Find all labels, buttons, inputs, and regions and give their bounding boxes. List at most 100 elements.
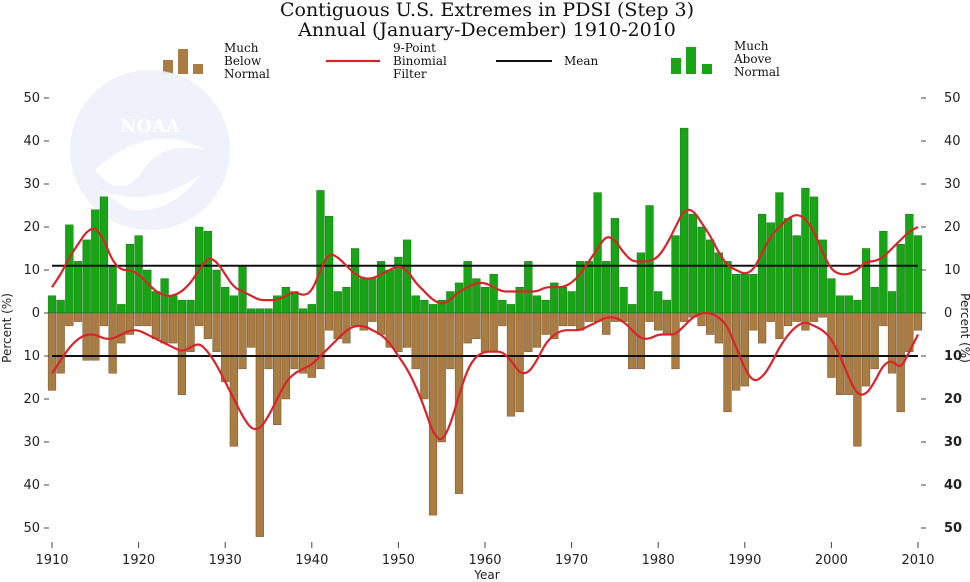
bar-above-1983 bbox=[680, 127, 689, 314]
bar-above-1912 bbox=[65, 224, 74, 314]
bar-above-1933 bbox=[247, 308, 256, 314]
x-tick-label: 1940 bbox=[295, 553, 328, 568]
filter-line-above bbox=[51, 208, 919, 305]
bar-above-1967 bbox=[541, 299, 550, 314]
bar-above-1942 bbox=[325, 216, 334, 314]
bar-below-1919 bbox=[125, 312, 135, 335]
legend-above-line1: Much bbox=[734, 39, 769, 53]
bar-below-1926 bbox=[186, 312, 195, 352]
bar-below-1954 bbox=[428, 312, 438, 516]
bar-above-1948 bbox=[376, 261, 386, 314]
noaa-logo-watermark: NOAA bbox=[70, 70, 230, 230]
y-tick-label-left: 20 bbox=[23, 220, 40, 235]
y-tick-label-left: 50 bbox=[23, 521, 40, 536]
x-tick-label: 1980 bbox=[642, 553, 675, 568]
bars bbox=[47, 127, 923, 537]
y-tick-label-right: 10 bbox=[944, 263, 961, 278]
y-tick-label-right: 40 bbox=[944, 134, 961, 149]
x-tick-label: 1960 bbox=[468, 553, 501, 568]
bar-below-1993 bbox=[766, 312, 775, 322]
bar-above-1919 bbox=[125, 243, 135, 314]
bar-below-1941 bbox=[316, 312, 325, 370]
bar-above-1943 bbox=[333, 291, 342, 314]
bar-below-2004 bbox=[861, 312, 871, 387]
bar-below-1916 bbox=[99, 312, 109, 327]
y-tick-label-left: 40 bbox=[23, 478, 40, 493]
bar-below-1972 bbox=[584, 312, 594, 322]
bar-below-2006 bbox=[879, 312, 888, 327]
bar-above-1930 bbox=[221, 287, 230, 314]
bar-above-1987 bbox=[714, 252, 723, 314]
bar-above-1940 bbox=[307, 304, 316, 314]
bar-below-1983 bbox=[680, 312, 689, 322]
bar-below-1933 bbox=[247, 312, 256, 348]
x-tick-label: 1930 bbox=[209, 553, 242, 568]
bar-above-1963 bbox=[506, 304, 516, 314]
bar-below-1959 bbox=[472, 312, 481, 339]
bar-below-1939 bbox=[299, 312, 308, 374]
noaa-watermark-text: NOAA bbox=[120, 116, 181, 137]
y-axis-label-right: Percent (%) bbox=[958, 293, 970, 363]
bar-above-1969 bbox=[558, 287, 568, 314]
y-tick-label-right: 20 bbox=[944, 220, 961, 235]
legend-filter-line3: Filter bbox=[393, 67, 427, 81]
bar-above-1960 bbox=[480, 287, 490, 314]
legend-below-line3: Normal bbox=[224, 67, 270, 81]
y-tick-label-right: 50 bbox=[944, 521, 962, 536]
bar-above-1962 bbox=[498, 299, 507, 314]
bar-above-2000 bbox=[827, 278, 836, 314]
bar-below-1921 bbox=[143, 312, 152, 327]
bar-above-1914 bbox=[82, 239, 91, 314]
bar-above-1982 bbox=[671, 235, 680, 314]
bar-above-2010 bbox=[913, 235, 923, 314]
bar-below-1911 bbox=[56, 312, 65, 374]
bar-above-1980 bbox=[654, 291, 663, 314]
bar-below-1922 bbox=[151, 312, 161, 339]
bar-below-1990 bbox=[740, 312, 749, 387]
bar-below-1994 bbox=[775, 312, 784, 339]
bar-above-2002 bbox=[844, 295, 853, 314]
bar-below-1989 bbox=[732, 312, 741, 391]
x-tick-label: 1990 bbox=[728, 553, 761, 568]
bar-below-1931 bbox=[229, 312, 238, 447]
chart-subtitle: Annual (January-December) 1910-2010 bbox=[297, 19, 676, 41]
bar-below-1956 bbox=[446, 312, 455, 370]
bar-above-1929 bbox=[212, 269, 221, 314]
bar-below-1965 bbox=[524, 312, 533, 352]
bar-below-1968 bbox=[550, 312, 559, 339]
bar-below-1949 bbox=[385, 312, 394, 348]
y-tick-label-left: 30 bbox=[23, 435, 40, 450]
bar-below-1977 bbox=[628, 312, 637, 370]
bar-below-2003 bbox=[853, 312, 862, 447]
y-tick-label-left: 10 bbox=[23, 263, 40, 278]
y-tick-label-right: 20 bbox=[944, 392, 962, 407]
bar-above-2001 bbox=[835, 295, 845, 314]
bar-above-1988 bbox=[723, 261, 732, 314]
bar-above-1984 bbox=[688, 213, 697, 314]
bar-below-2005 bbox=[870, 312, 879, 370]
x-tick-label: 1950 bbox=[382, 553, 415, 568]
legend-above-icon bbox=[671, 47, 712, 74]
legend-below-line2: Below bbox=[224, 54, 262, 68]
bar-above-1997 bbox=[801, 188, 810, 314]
bar-above-1994 bbox=[775, 192, 784, 314]
bar-below-1982 bbox=[671, 312, 680, 370]
bar-below-1938 bbox=[290, 312, 299, 370]
bar-below-1978 bbox=[636, 312, 645, 370]
bar-above-1976 bbox=[619, 287, 628, 314]
legend-mean-label: Mean bbox=[564, 54, 599, 68]
bar-above-1939 bbox=[299, 308, 308, 314]
bar-above-1937 bbox=[281, 287, 290, 314]
bar-below-1992 bbox=[758, 312, 767, 344]
bar-below-1974 bbox=[602, 312, 611, 335]
y-tick-label-right: 50 bbox=[944, 91, 961, 106]
bar-above-1985 bbox=[697, 226, 706, 314]
y-tick-label-left: 30 bbox=[23, 177, 40, 192]
bar-above-2004 bbox=[861, 248, 871, 314]
bar-above-1992 bbox=[758, 213, 767, 314]
bar-below-1999 bbox=[818, 312, 827, 318]
y-tick-label-right: 40 bbox=[944, 478, 962, 493]
y-tick-label-left: 0 bbox=[32, 306, 40, 321]
bar-below-1996 bbox=[792, 312, 801, 322]
bar-above-1934 bbox=[255, 308, 264, 314]
